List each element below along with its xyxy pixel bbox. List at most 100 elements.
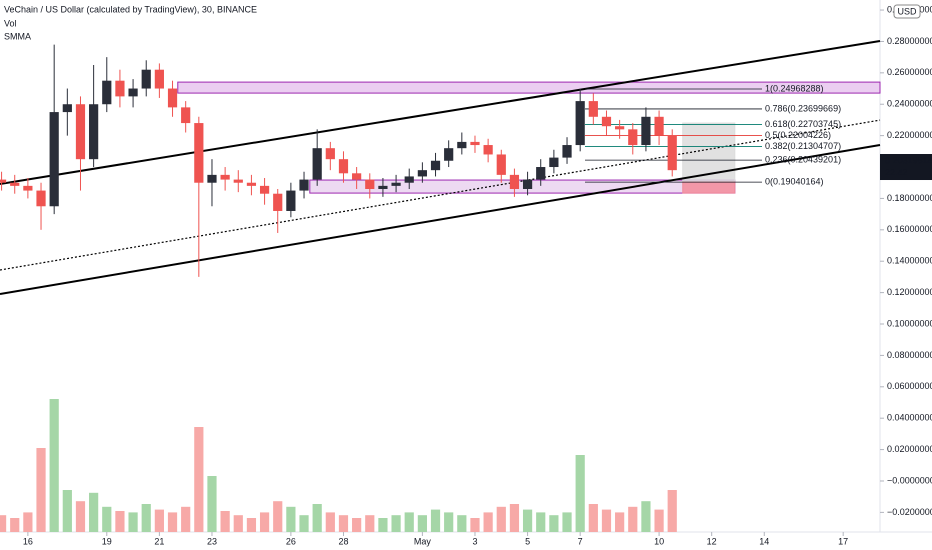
volume-bar [483, 512, 493, 532]
volume-bar [352, 518, 362, 532]
x-tick-label: 10 [654, 536, 664, 546]
candle-body [444, 148, 454, 161]
y-tick-label: 0.06000000 [887, 381, 932, 391]
volume-bar [522, 509, 533, 532]
candle-body [154, 69, 164, 89]
candle-body [641, 116, 651, 146]
indicator-label: Vol [4, 18, 17, 28]
volume-bar [457, 515, 467, 532]
currency-label[interactable]: USD [897, 6, 917, 16]
candle-body [522, 179, 533, 190]
volume-bar [575, 455, 585, 532]
volume-bar [194, 427, 204, 532]
candle-body [36, 190, 46, 207]
x-tick-label: 21 [154, 536, 164, 546]
volume-bar [181, 506, 191, 532]
volume-bar [509, 504, 520, 532]
candle-body [575, 101, 585, 146]
candle-body [667, 135, 677, 171]
volume-bar [0, 515, 7, 532]
y-tick-label: 0.26000000 [887, 67, 932, 77]
volume-bar [75, 501, 86, 532]
volume-bar [128, 512, 138, 532]
volume-bar [141, 504, 151, 532]
candle-body [404, 176, 414, 183]
x-tick-label: 28 [338, 536, 348, 546]
volume-bar [312, 504, 322, 532]
volume-bar [365, 515, 375, 532]
trendline [0, 119, 881, 271]
fib-label: 0.236(0.20439201) [765, 155, 841, 165]
indicator-label: SMMA [4, 31, 31, 41]
y-tick-label: 0.14000000 [887, 256, 932, 266]
volume-bar [536, 512, 546, 532]
last-price-box [880, 154, 932, 181]
y-tick-label: 0.02000000 [887, 444, 932, 454]
last-price-label: 0.20319514 [885, 155, 932, 165]
volume-bar [36, 448, 46, 532]
volume-bar [154, 509, 164, 532]
zone [682, 181, 736, 194]
volume-bar [273, 501, 283, 532]
volume-bar [404, 512, 414, 532]
countdown-label: 22:42 [885, 167, 908, 177]
volume-bar [444, 512, 454, 532]
candle-body [312, 148, 322, 180]
candle-body [10, 182, 20, 186]
fib-label: 0(0.19040164) [765, 176, 824, 186]
candle-body [562, 145, 572, 158]
volume-bar [549, 515, 559, 532]
volume-bar [470, 518, 480, 532]
candle-body [220, 174, 230, 180]
candle-body [181, 107, 191, 124]
volume-bar [299, 515, 309, 532]
candle-body [352, 173, 362, 180]
volume-bar [641, 501, 651, 532]
candle-body [417, 170, 427, 177]
candle-body [89, 104, 99, 160]
x-tick-label: 5 [525, 536, 530, 546]
candle-body [23, 185, 33, 191]
volume-bar [588, 504, 598, 532]
y-tick-label: 0.04000000 [887, 413, 932, 423]
volume-bar [601, 509, 612, 532]
volume-bar [667, 490, 677, 532]
volume-bar [338, 515, 349, 532]
fib-label: 1(0.24968288) [765, 83, 824, 93]
y-tick-label: 0.08000000 [887, 350, 932, 360]
volume-bar [286, 506, 296, 532]
volume-bar [628, 506, 638, 532]
y-tick-label: 0.22000000 [887, 130, 932, 140]
candle-body [549, 157, 559, 168]
candle-body [391, 182, 401, 186]
currency-badge[interactable] [893, 4, 921, 19]
candle-body [259, 185, 270, 194]
candle-body [0, 179, 7, 183]
candle-body [299, 179, 309, 191]
x-tick-label: 7 [578, 536, 583, 546]
x-tick-label: 23 [207, 536, 217, 546]
volume-bar [23, 512, 33, 532]
volume-bar [417, 515, 427, 532]
volume-bar [378, 518, 388, 532]
y-tick-label: 0.28000000 [887, 36, 932, 46]
y-tick-label: 0.18000000 [887, 193, 932, 203]
candle-body [430, 160, 441, 171]
volume-bar [62, 490, 72, 532]
candle-body [167, 88, 178, 108]
candle-body [601, 116, 612, 127]
volume-bar [89, 492, 99, 532]
candle-body [470, 141, 480, 146]
candle-body [378, 185, 388, 190]
candle-body [75, 104, 86, 160]
x-tick-label: 26 [286, 536, 296, 546]
volume-bar [325, 512, 335, 532]
candle-body [194, 123, 204, 183]
candle-body [365, 179, 375, 190]
fib-label: 0.382(0.21304707) [765, 141, 841, 151]
candle-body [141, 69, 151, 89]
candle-body [62, 104, 72, 113]
volume-bar [167, 512, 178, 532]
